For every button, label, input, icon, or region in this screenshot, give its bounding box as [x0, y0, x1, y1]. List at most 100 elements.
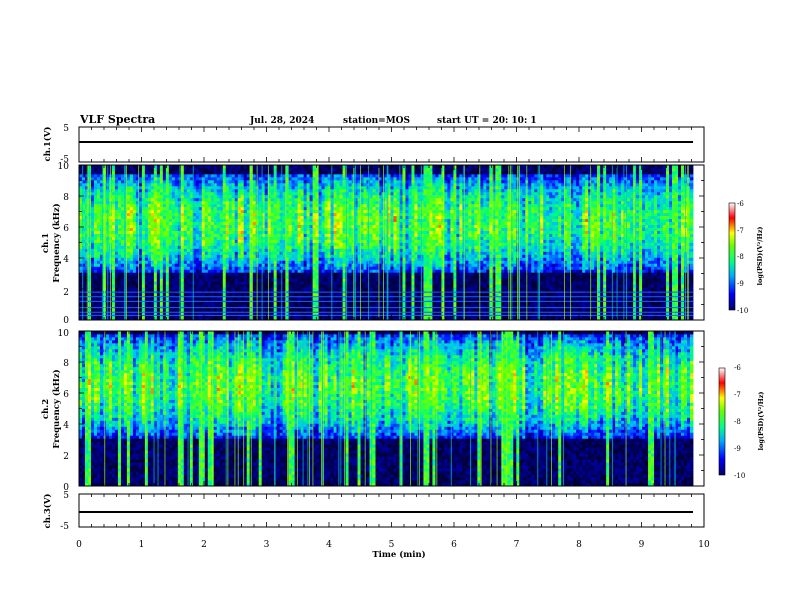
spectrogram-ch1-cell: [130, 180, 133, 183]
spectrogram-ch1-cell: [343, 263, 346, 266]
spectrogram-ch1-cell: [220, 251, 223, 254]
spectrogram-ch1-cell: [97, 165, 100, 168]
spectrogram-ch1-cell: [280, 195, 283, 198]
spectrogram-ch1-cell: [157, 308, 160, 311]
spectrogram-ch1-cell: [121, 278, 124, 281]
spectrogram-ch1-cell: [355, 201, 358, 204]
spectrogram-ch1-cell: [292, 207, 295, 210]
spectrogram-ch1-cell: [166, 278, 169, 281]
spectrogram-ch1-cell: [85, 240, 88, 243]
spectrogram-ch1-cell: [271, 245, 274, 248]
spectrogram-ch1-cell: [190, 213, 193, 216]
spectrogram-ch1-cell: [292, 180, 295, 183]
spectrogram-ch1-cell: [259, 240, 262, 243]
spectrogram-ch1-cell: [292, 308, 295, 311]
spectrogram-ch1-cell: [232, 263, 235, 266]
spectrogram-ch1-cell: [235, 302, 238, 305]
spectrogram-ch1-cell: [334, 284, 337, 287]
spectrogram-ch1-cell: [166, 225, 169, 228]
spectrogram-ch1-cell: [265, 180, 268, 183]
spectrogram-ch1-cell: [244, 189, 247, 192]
spectrogram-ch1-cell: [226, 281, 229, 284]
spectrogram-ch1-cell: [286, 237, 289, 240]
spectrogram-ch1-cell: [241, 243, 244, 246]
spectrogram-ch1-cell: [142, 195, 145, 198]
spectrogram-ch1-cell: [145, 231, 148, 234]
spectrogram-ch1-cell: [220, 201, 223, 204]
spectrogram-ch1-cell: [133, 207, 136, 210]
spectrogram-ch1-cell: [178, 195, 181, 198]
spectrogram-ch1-cell: [121, 210, 124, 213]
spectrogram-ch1-cell: [340, 177, 343, 180]
spectrogram-ch1-cell: [127, 231, 130, 234]
spectrogram-ch1-cell: [280, 287, 283, 290]
spectrogram-ch1-cell: [334, 248, 337, 251]
spectrogram-ch1-cell: [175, 195, 178, 198]
spectrogram-ch1-cell: [169, 201, 172, 204]
spectrogram-ch1-cell: [346, 177, 349, 180]
spectrogram-ch1-cell: [253, 248, 256, 251]
spectrogram-ch1-cell: [328, 198, 331, 201]
spectrogram-ch1-cell: [184, 207, 187, 210]
spectrogram-ch1-cell: [229, 275, 232, 278]
spectrogram-ch1-cell: [259, 192, 262, 195]
spectrogram-ch1-cell: [175, 245, 178, 248]
spectrogram-ch1-cell: [145, 186, 148, 189]
spectrogram-ch1-cell: [160, 183, 163, 186]
spectrogram-ch1-cell: [91, 207, 94, 210]
spectrogram-ch1-cell: [172, 231, 175, 234]
spectrogram-ch1-cell: [271, 308, 274, 311]
spectrogram-ch1-cell: [328, 284, 331, 287]
spectrogram-ch1-cell: [214, 228, 217, 231]
spectrogram-ch1-cell: [112, 189, 115, 192]
spectrogram-ch1-cell: [289, 219, 292, 222]
spectrogram-ch1-cell: [127, 210, 130, 213]
spectrogram-ch1-cell: [259, 210, 262, 213]
spectrogram-ch1-cell: [244, 275, 247, 278]
spectrogram-ch1-cell: [292, 284, 295, 287]
spectrogram-ch1-cell: [229, 216, 232, 219]
spectrogram-ch1-cell: [94, 287, 97, 290]
spectrogram-ch1-cell: [319, 266, 322, 269]
spectrogram-ch1-cell: [280, 216, 283, 219]
spectrogram-ch1-cell: [334, 186, 337, 189]
spectrogram-ch1-cell: [337, 222, 340, 225]
spectrogram-ch1-cell: [133, 245, 136, 248]
spectrogram-ch1-cell: [265, 234, 268, 237]
spectrogram-ch1-cell: [163, 225, 166, 228]
spectrogram-ch1-cell: [145, 177, 148, 180]
spectrogram-ch1-cell: [163, 213, 166, 216]
spectrogram-ch1-cell: [310, 213, 313, 216]
spectrogram-ch1-cell: [238, 231, 241, 234]
spectrogram-ch1-cell: [238, 213, 241, 216]
spectrogram-ch1-cell: [208, 171, 211, 174]
spectrogram-ch1-cell: [340, 257, 343, 260]
spectrogram-ch1-cell: [130, 266, 133, 269]
spectrogram-ch1-cell: [235, 231, 238, 234]
spectrogram-ch1-cell: [322, 180, 325, 183]
spectrogram-ch1-cell: [175, 231, 178, 234]
spectrogram-ch1-cell: [313, 213, 316, 216]
spectrogram-ch1-cell: [292, 272, 295, 275]
spectrogram-ch1-cell: [346, 213, 349, 216]
spectrogram-ch1-cell: [148, 248, 151, 251]
spectrogram-ch1-cell: [313, 225, 316, 228]
spectrogram-ch1-cell: [331, 177, 334, 180]
spectrogram-ch1-cell: [364, 248, 367, 251]
spectrogram-ch1-cell: [319, 228, 322, 231]
spectrogram-ch1-cell: [229, 308, 232, 311]
spectrogram-ch1-cell: [151, 260, 154, 263]
spectrogram-ch1-cell: [271, 251, 274, 254]
spectrogram-ch1-cell: [220, 260, 223, 263]
spectrogram-ch1-cell: [127, 260, 130, 263]
spectrogram-ch1-cell: [223, 260, 226, 263]
spectrogram-ch1-cell: [298, 177, 301, 180]
spectrogram-ch1-cell: [331, 308, 334, 311]
spectrogram-ch1-cell: [235, 183, 238, 186]
spectrogram-ch1-cell: [361, 201, 364, 204]
spectrogram-ch1-cell: [199, 222, 202, 225]
spectrogram-ch1-cell: [334, 251, 337, 254]
spectrogram-ch1-cell: [322, 189, 325, 192]
spectrogram-ch1-cell: [112, 308, 115, 311]
spectrogram-ch1-cell: [355, 248, 358, 251]
